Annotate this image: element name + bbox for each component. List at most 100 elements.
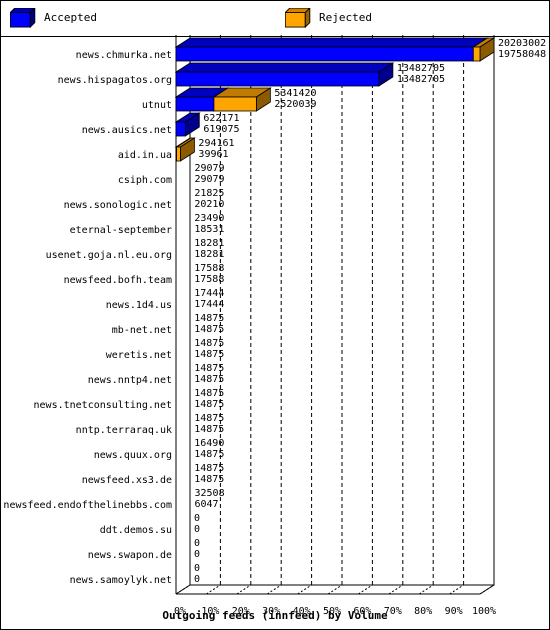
offered-value-label: 18281: [194, 238, 224, 249]
floor-gridline: [327, 584, 343, 595]
category-label: news.samoylyk.net: [70, 575, 172, 586]
x-axis-title: Outgoing feeds (innfeed) by Volume: [162, 609, 388, 622]
floor-gridline: [266, 584, 282, 595]
accepted-value-label: 14875: [194, 399, 224, 410]
accepted-swatch: [10, 8, 36, 28]
category-label: weretis.net: [106, 350, 172, 361]
accepted-value-label: 14875: [194, 424, 224, 435]
accepted-value-label: 18531: [194, 224, 224, 235]
offered-value-label: 14875: [194, 463, 224, 474]
category-label: news.ausics.net: [82, 125, 172, 136]
category-label: news.swapon.de: [88, 550, 172, 561]
x-tick-label: 10%: [201, 606, 219, 617]
category-label: news.1d4.us: [106, 300, 172, 311]
x-tick-label: 20%: [232, 606, 250, 617]
offered-value-label: 21825: [194, 188, 224, 199]
legend-label-rejected: Rejected: [319, 11, 372, 24]
floor-gridline: [297, 584, 312, 595]
offered-value-label: 13482705: [397, 63, 445, 74]
floor-gridline: [449, 584, 464, 595]
offered-value-label: 20203002: [498, 38, 546, 49]
category-label: newsfeed.endofthelinebbs.com: [3, 500, 172, 511]
offered-value-label: 14875: [194, 388, 224, 399]
offered-value-label: 0: [194, 513, 200, 524]
rejected-bar-front: [472, 46, 481, 62]
accepted-value-label: 6047: [194, 499, 218, 510]
offered-value-label: 14875: [194, 338, 224, 349]
accepted-bar-front: [175, 96, 215, 112]
offered-value-label: 14875: [194, 363, 224, 374]
accepted-value-label: 14875: [194, 474, 224, 485]
category-label: news.chmurka.net: [76, 50, 172, 61]
category-label: news.quux.org: [94, 450, 172, 461]
accepted-value-label: 17444: [194, 299, 224, 310]
offered-value-label: 32508: [194, 488, 224, 499]
offered-value-label: 294161: [198, 138, 234, 149]
accepted-value-label: 14875: [194, 449, 224, 460]
category-label: news.hispagatos.org: [58, 75, 172, 86]
x-tick-label: 90%: [445, 606, 463, 617]
accepted-value-label: 0: [194, 574, 200, 585]
accepted-value-label: 0: [194, 549, 200, 560]
offered-value-label: 0: [194, 538, 200, 549]
category-label: newsfeed.bofh.team: [64, 275, 172, 286]
x-tick-label: 30%: [262, 606, 280, 617]
legend: Accepted Rejected: [0, 0, 550, 37]
x-tick-label: 70%: [384, 606, 402, 617]
x-tick-label: 50%: [323, 606, 341, 617]
x-tick-label: 0%: [174, 606, 186, 617]
x-tick-label: 100%: [472, 606, 496, 617]
accepted-value-label: 17588: [194, 274, 224, 285]
accepted-bar-top: [174, 37, 489, 48]
category-label: csiph.com: [118, 175, 172, 186]
category-label: utnut: [142, 100, 172, 111]
legend-label-accepted: Accepted: [44, 11, 97, 24]
x-tick-label: 60%: [353, 606, 371, 617]
floor-gridline: [418, 584, 434, 595]
floor-gridline: [479, 584, 495, 595]
accepted-value-label: 619075: [203, 124, 239, 135]
floor-gridline: [206, 584, 221, 595]
accepted-value-label: 0: [194, 524, 200, 535]
accepted-value-label: 39961: [198, 149, 228, 160]
offered-value-label: 17588: [194, 263, 224, 274]
offered-value-label: 5341420: [274, 88, 316, 99]
accepted-bar-front: [175, 71, 380, 87]
accepted-value-label: 18281: [194, 249, 224, 260]
category-label: news.tnetconsulting.net: [34, 400, 172, 411]
x-tick-label: 40%: [293, 606, 311, 617]
floor-gridline: [358, 584, 373, 595]
accepted-value-label: 14875: [194, 324, 224, 335]
floor-gridline: [175, 584, 191, 595]
accepted-bar-front: [175, 121, 186, 137]
offered-value-label: 16490: [194, 438, 224, 449]
accepted-value-label: 14875: [194, 349, 224, 360]
offered-value-label: 622171: [203, 113, 239, 124]
category-label: mb-net.net: [112, 325, 172, 336]
category-label: eternal-september: [70, 225, 172, 236]
category-label: aid.in.ua: [118, 150, 172, 161]
accepted-value-label: 29079: [194, 174, 224, 185]
category-label: news.nntp4.net: [88, 375, 172, 386]
offered-value-label: 14875: [194, 313, 224, 324]
category-label: nntp.terraraq.uk: [76, 425, 172, 436]
offered-value-label: 29079: [194, 163, 224, 174]
category-label: usenet.goja.nl.eu.org: [46, 250, 172, 261]
accepted-bar-front: [175, 46, 474, 62]
offered-value-label: 23490: [194, 213, 224, 224]
rejected-swatch: [285, 8, 311, 28]
accepted-value-label: 2520039: [274, 99, 316, 110]
accepted-value-label: 19758048: [498, 49, 546, 60]
category-label: newsfeed.xs3.de: [82, 475, 172, 486]
floor-gridline: [388, 584, 404, 595]
floor-gridline: [236, 584, 252, 595]
x-tick-label: 80%: [414, 606, 432, 617]
rejected-bar-front: [176, 146, 181, 162]
category-label: ddt.demos.su: [100, 525, 172, 536]
offered-value-label: 0: [194, 563, 200, 574]
offered-value-label: 17444: [194, 288, 224, 299]
accepted-value-label: 20210: [194, 199, 224, 210]
accepted-bar-top: [174, 62, 395, 73]
